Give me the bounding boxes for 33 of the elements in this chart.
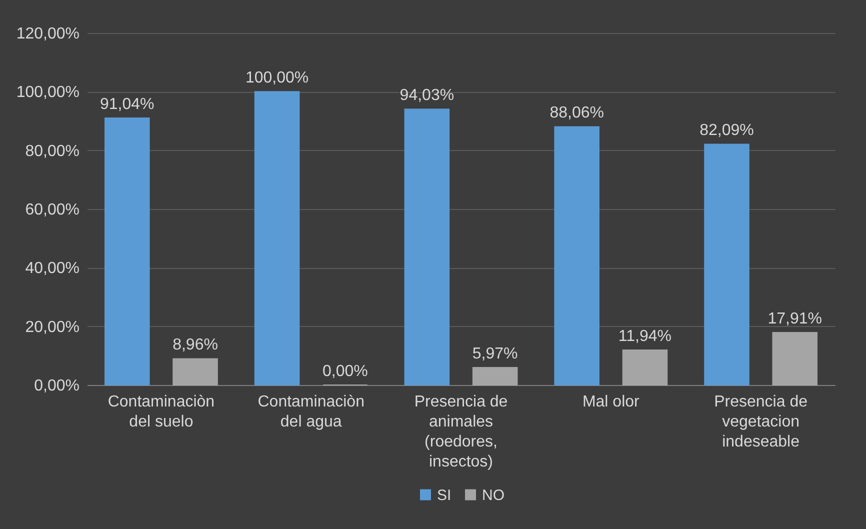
- data-label: 0,00%: [322, 363, 368, 380]
- bar: [104, 117, 150, 386]
- x-tick-label: Presencia de animales (roedores, insectos): [414, 394, 508, 470]
- x-tick-label: Contaminaciòn del suelo: [108, 394, 215, 430]
- bar: [254, 91, 300, 386]
- data-label: 5,97%: [472, 345, 518, 362]
- bar: [554, 126, 600, 386]
- y-tick-label: 40,00%: [25, 260, 80, 278]
- bar: [704, 144, 750, 386]
- x-tick-label: Contaminaciòn del agua: [258, 394, 364, 430]
- data-label: 11,94%: [618, 328, 672, 345]
- legend-label: SI: [437, 486, 452, 504]
- x-tick-label: Presencia de vegetacion indeseable: [714, 394, 808, 450]
- bar: [404, 108, 450, 386]
- data-label: 8,96%: [172, 336, 218, 354]
- y-tick-label: 100,00%: [16, 84, 80, 102]
- y-tick-label: 80,00%: [25, 142, 80, 160]
- bar: [172, 358, 218, 386]
- bar: [622, 349, 668, 386]
- data-label: 100,00%: [245, 70, 309, 87]
- data-label: 17,91%: [768, 310, 822, 328]
- bar: [472, 366, 518, 386]
- x-tick-label: Mal olor: [582, 394, 640, 410]
- data-label: 94,03%: [400, 87, 454, 104]
- y-tick-label: 120,00%: [16, 26, 80, 42]
- data-label: 88,06%: [550, 104, 604, 122]
- bar: [772, 332, 818, 386]
- y-tick-label: 20,00%: [25, 318, 80, 336]
- y-tick-label: 60,00%: [25, 202, 80, 218]
- data-label: 91,04%: [100, 96, 154, 113]
- legend-label: NO: [482, 486, 504, 504]
- y-tick-label: 0,00%: [34, 378, 80, 394]
- data-label: 82,09%: [700, 122, 754, 140]
